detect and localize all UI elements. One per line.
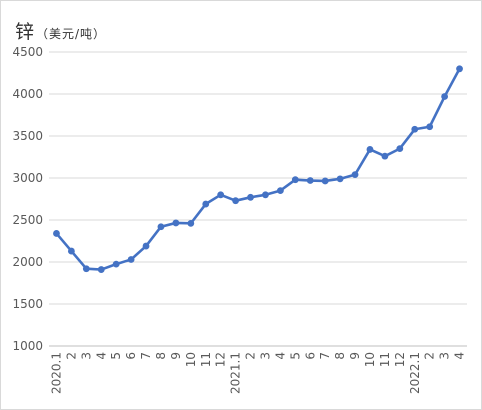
data-point — [366, 146, 374, 153]
x-tick-label: 4 — [94, 352, 108, 360]
data-point — [202, 200, 210, 208]
x-tick-label: 2 — [64, 352, 78, 360]
x-tick-label: 12 — [214, 352, 228, 367]
x-tick-label: 3 — [438, 352, 452, 360]
x-tick-label: 4 — [453, 352, 467, 360]
x-tick-label: 7 — [139, 352, 153, 360]
y-tick-label: 2500 — [12, 213, 43, 227]
data-point — [187, 219, 195, 227]
x-tick-label: 12 — [393, 352, 407, 367]
gridlines — [49, 51, 467, 347]
data-point — [67, 247, 75, 255]
data-point — [232, 197, 240, 205]
series-line — [55, 68, 461, 271]
x-tick-label: 2020.1 — [49, 352, 63, 394]
x-tick-label: 3 — [258, 352, 272, 360]
x-tick-label: 10 — [184, 352, 198, 367]
x-tick-label: 10 — [363, 352, 377, 367]
data-point — [82, 265, 90, 273]
chart-title: 锌 （美元/吨） — [15, 17, 106, 44]
y-tick-label: 3000 — [12, 171, 43, 185]
x-tick-label: 9 — [169, 352, 183, 360]
x-tick-label: 6 — [124, 352, 138, 360]
data-point — [172, 219, 180, 227]
data-point — [441, 93, 449, 100]
data-point — [112, 260, 120, 268]
x-tick-label: 8 — [333, 352, 347, 360]
data-point — [396, 145, 404, 153]
data-point — [456, 65, 463, 73]
x-tick-label: 2021.1 — [229, 352, 243, 394]
y-tick-label: 4500 — [12, 45, 43, 59]
y-tick-label: 4000 — [12, 87, 43, 101]
data-point — [53, 230, 60, 237]
data-point — [321, 177, 329, 185]
x-tick-label: 2 — [423, 352, 437, 360]
data-point — [381, 152, 389, 160]
data-point — [351, 171, 359, 179]
data-point — [426, 123, 434, 131]
data-point — [157, 223, 165, 231]
data-point — [336, 175, 344, 183]
data-point — [217, 191, 225, 199]
data-point — [276, 187, 284, 195]
x-tick-label: 4 — [273, 352, 287, 360]
y-tick-label: 1000 — [12, 339, 43, 353]
x-tick-label: 11 — [378, 352, 392, 367]
data-point — [291, 176, 299, 184]
data-point — [142, 242, 150, 250]
x-tick-label: 2 — [244, 352, 258, 360]
y-tick-label: 2000 — [12, 255, 43, 269]
data-point — [127, 256, 135, 263]
y-tick-labels: 1000 1500 2000 2500 3000 3500 4000 4500 — [12, 45, 43, 353]
x-tick-label: 8 — [154, 352, 168, 360]
data-point — [247, 193, 254, 201]
data-point — [262, 191, 269, 199]
x-tick-label: 2022.1 — [408, 352, 422, 394]
data-point — [97, 266, 105, 273]
title-unit: （美元/吨） — [36, 27, 107, 41]
x-tick-labels: 2020.1 2 3 4 5 6 7 8 9 10 11 12 2021.1 2 3 4 5 6 7 8 9 10 11 12… — [49, 352, 466, 394]
title-main: 锌 — [15, 21, 35, 43]
y-tick-label: 3500 — [12, 129, 43, 143]
data-point — [411, 125, 419, 133]
y-tick-label: 1500 — [12, 297, 43, 311]
x-tick-label: 9 — [348, 352, 362, 360]
x-tick-label: 5 — [288, 352, 302, 360]
x-tick-label: 6 — [303, 352, 317, 360]
x-tick-label: 11 — [199, 352, 213, 367]
data-point — [306, 177, 314, 184]
x-tick-label: 5 — [109, 352, 123, 360]
x-tick-label: 3 — [79, 352, 93, 360]
series-layer — [53, 65, 463, 273]
x-tick-label: 7 — [318, 352, 332, 360]
